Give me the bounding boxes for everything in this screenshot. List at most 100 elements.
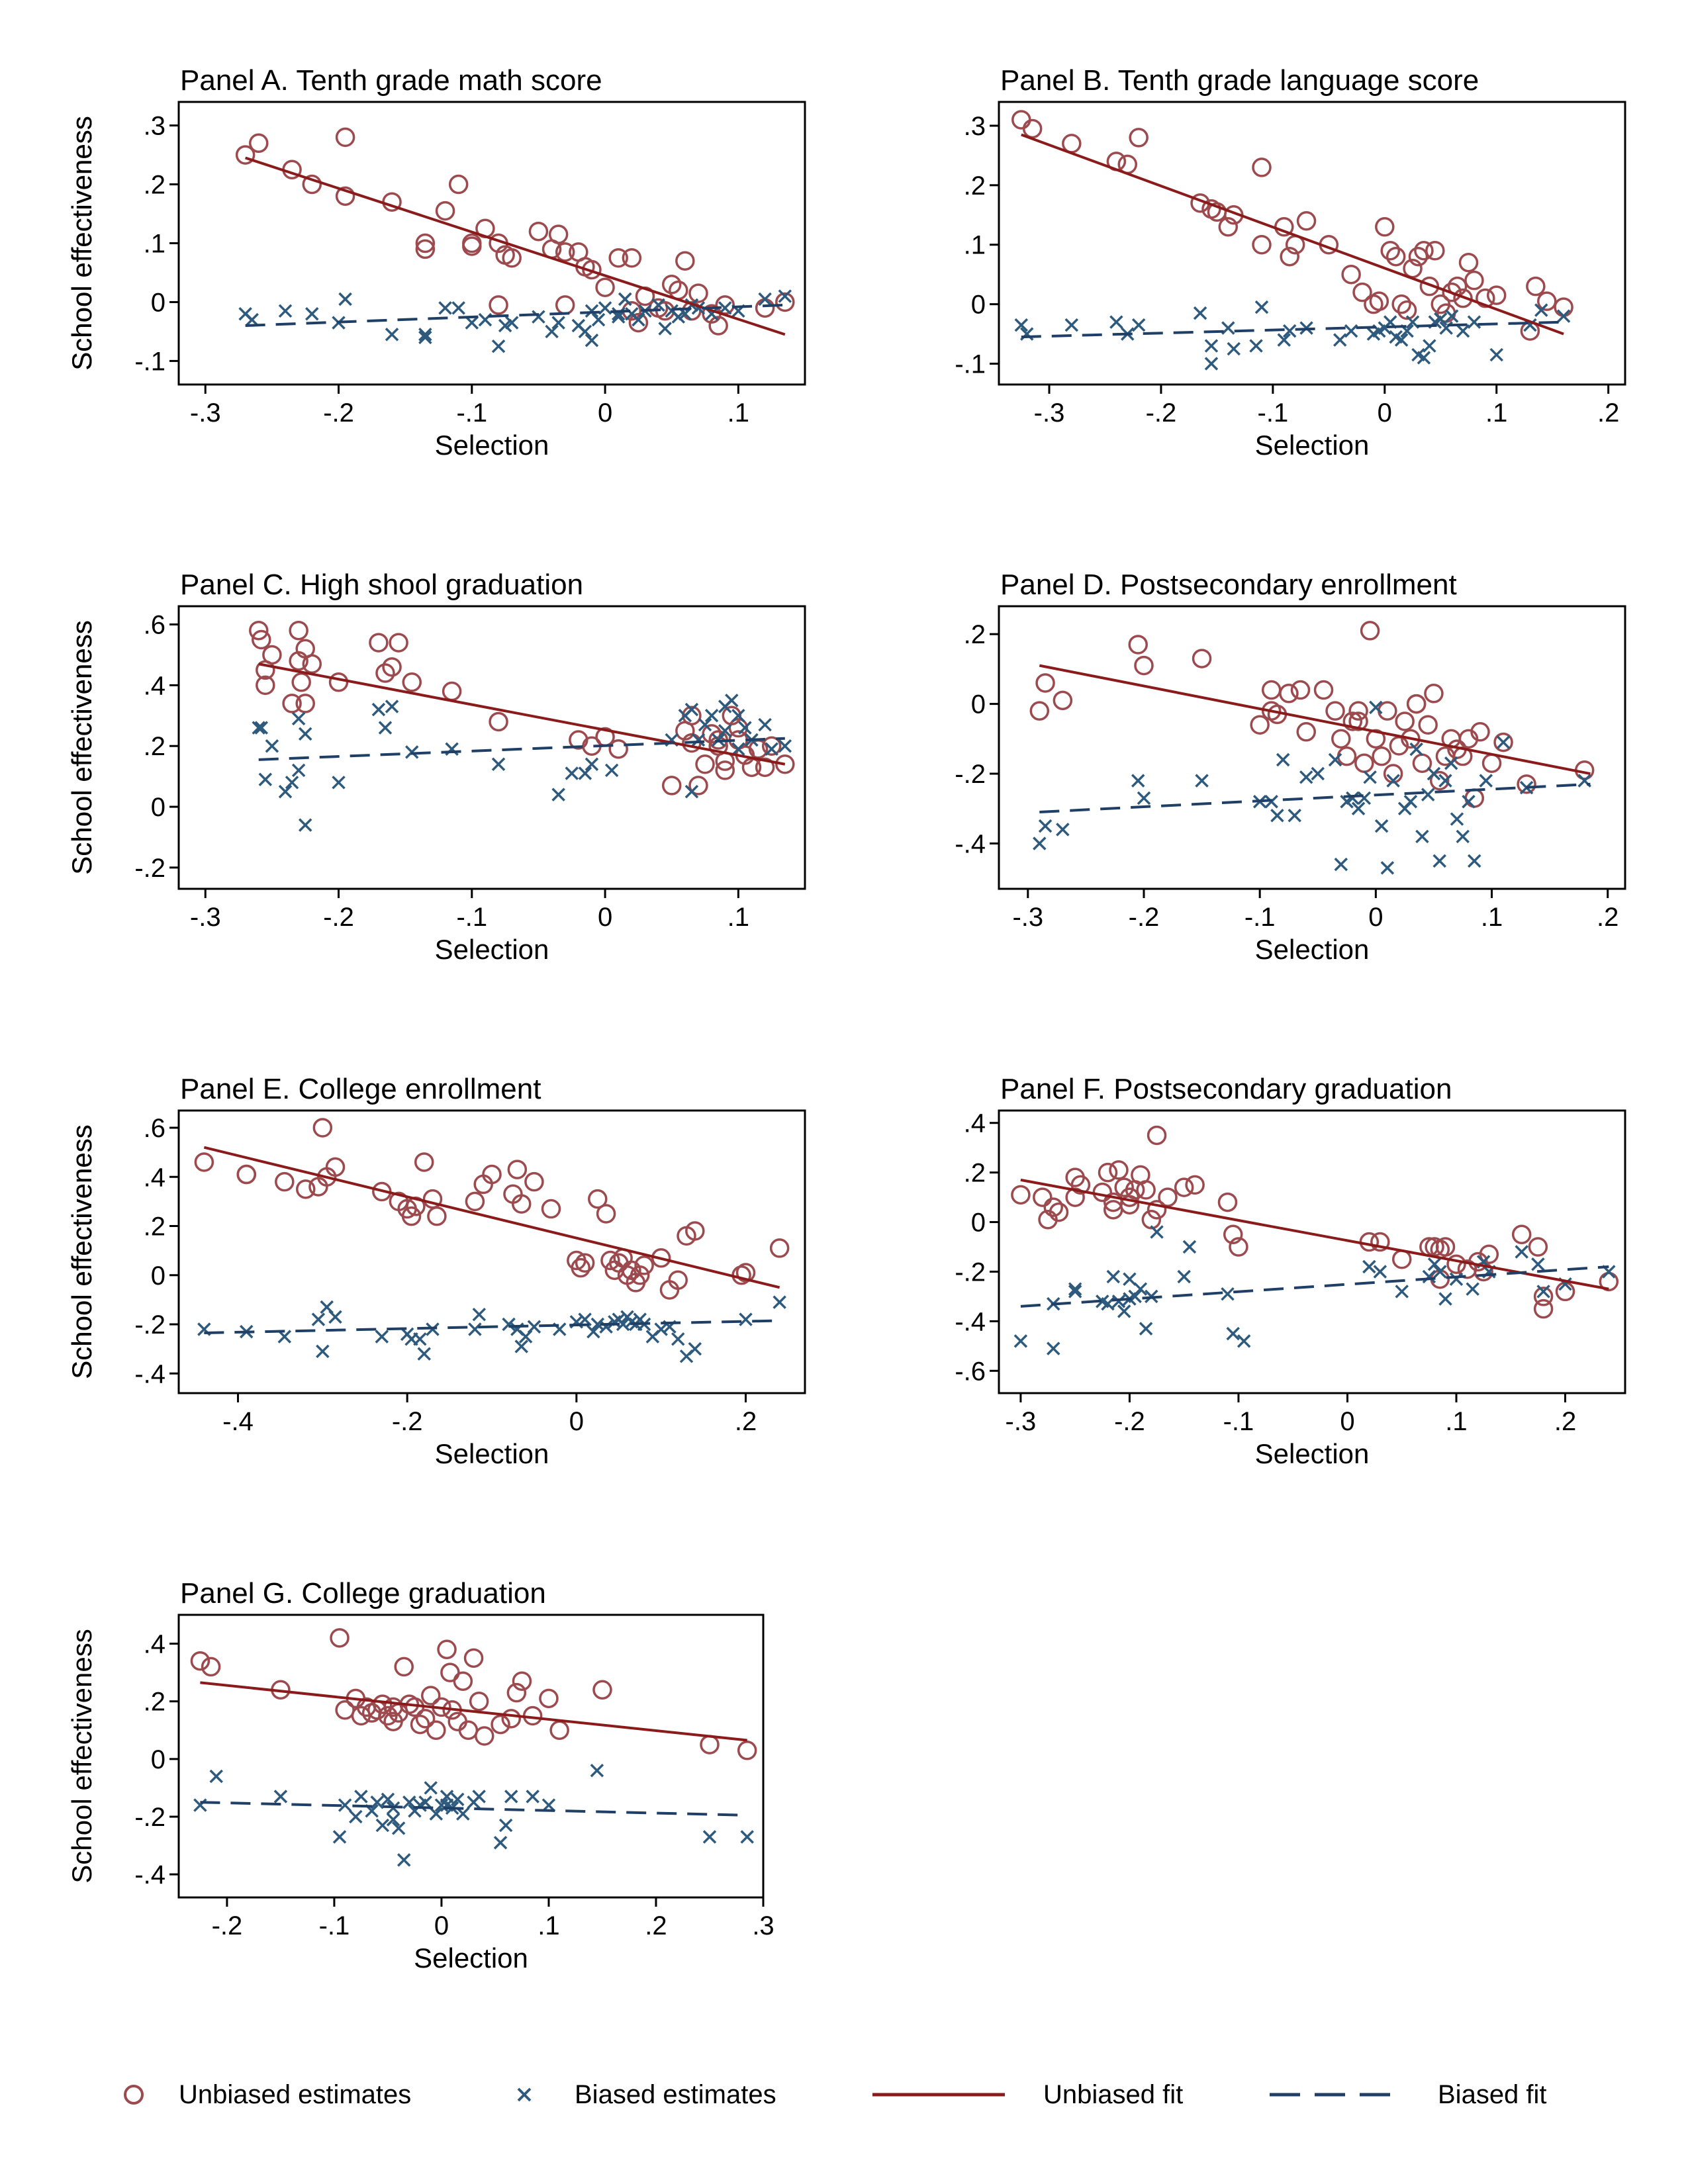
y-axis-label: School effectiveness — [66, 1124, 97, 1379]
unbiased-point — [700, 1735, 720, 1754]
y-tick-label: -.1 — [955, 350, 986, 379]
biased-point — [332, 776, 346, 790]
unbiased-point — [651, 1248, 671, 1268]
biased-point-stroke — [578, 324, 592, 339]
biased-point-stroke — [1195, 774, 1209, 788]
unbiased-point — [1493, 732, 1513, 752]
panel-title: Panel A. Tenth grade math score — [180, 64, 602, 97]
biased-point — [1531, 1257, 1545, 1271]
biased-point-stroke — [526, 1790, 539, 1803]
biased-point-stroke — [688, 1342, 702, 1356]
unbiased-point — [415, 239, 436, 259]
biased-point-stroke — [472, 1790, 486, 1803]
biased-point-stroke — [375, 1330, 389, 1343]
biased-point — [1014, 318, 1029, 332]
biased-point — [1311, 766, 1325, 781]
biased-point — [456, 1807, 470, 1821]
biased-point-stroke — [1433, 1265, 1447, 1279]
unbiased-point — [1218, 217, 1239, 237]
biased-point — [1101, 1297, 1115, 1311]
y-tick-label: 0 — [971, 1208, 986, 1238]
x-tick-label: .2 — [1554, 1407, 1576, 1436]
unbiased-point — [312, 1118, 333, 1138]
unbiased-point — [600, 1250, 620, 1271]
biased-point — [585, 334, 599, 347]
x-axis-label: Selection — [1255, 934, 1370, 965]
biased-point — [1394, 333, 1409, 347]
unbiased-point — [1065, 1187, 1085, 1207]
biased-point — [402, 1795, 416, 1809]
biased-point-stroke — [1237, 1334, 1251, 1348]
unbiased-point — [539, 1688, 559, 1709]
panel-2: Panel B. Tenth grade language score -.3 -.… — [66, 64, 1626, 461]
biased-point — [504, 1790, 518, 1803]
biased-point — [1515, 1245, 1528, 1259]
biased-point-stroke — [773, 1295, 786, 1309]
x-tick-label: -.3 — [1012, 903, 1043, 932]
biased-point — [338, 1798, 352, 1812]
biased-point — [1106, 1269, 1120, 1284]
biased-point-stroke — [498, 318, 512, 333]
biased-point-stroke — [1182, 1240, 1197, 1254]
biased-point-stroke — [591, 312, 606, 327]
x-tick-label: .1 — [1481, 903, 1503, 932]
biased-point-stroke — [1523, 318, 1537, 332]
x-tick-label: -.2 — [392, 1407, 423, 1436]
biased-point — [1237, 1334, 1251, 1348]
biased-point-stroke — [1467, 315, 1481, 329]
biased-point — [778, 739, 792, 753]
biased-point — [616, 1317, 630, 1332]
biased-point — [1131, 318, 1146, 332]
biased-point-stroke — [402, 1795, 416, 1809]
y-tick-label: -.2 — [134, 854, 165, 883]
y-tick-label: -.4 — [134, 1359, 165, 1388]
biased-point-stroke — [571, 318, 586, 333]
y-tick-label: 0 — [151, 1261, 165, 1291]
biased-point — [1468, 854, 1481, 868]
x-tick-label: -.3 — [190, 398, 221, 428]
biased-point-stroke — [354, 1790, 368, 1803]
biased-point — [704, 709, 719, 723]
biased-point-stroke — [332, 1830, 347, 1844]
biased-point-stroke — [1227, 341, 1241, 356]
panel-title: Panel E. College enrollment — [180, 1073, 541, 1105]
biased-point-stroke — [1462, 794, 1476, 809]
unbiased-point — [630, 1265, 650, 1285]
y-tick-label: .4 — [144, 671, 165, 700]
biased-point-stroke — [273, 1790, 288, 1803]
unbiased-point — [1280, 246, 1299, 267]
biased-point-stroke — [429, 1807, 444, 1821]
biased-point-stroke — [385, 328, 399, 341]
panel-7: Panel G. College graduation -.2 -.1 0 .1 .2 .3… — [66, 1577, 774, 1974]
biased-point — [1150, 1225, 1164, 1239]
unbiased-point — [501, 1709, 522, 1729]
biased-point-stroke — [1221, 1287, 1235, 1301]
unbiased-point — [1372, 746, 1391, 766]
biased-point-stroke — [778, 289, 792, 303]
biased-point-stroke — [320, 1300, 334, 1314]
y-axis-label: School effectiveness — [66, 1629, 97, 1883]
biased-point-stroke — [698, 717, 712, 732]
unbiased-point — [575, 1253, 595, 1273]
biased-point — [698, 717, 712, 732]
biased-point-stroke — [1288, 809, 1301, 823]
biased-point — [1182, 1240, 1197, 1254]
biased-point-stroke — [1602, 1265, 1616, 1279]
unbiased-point — [1223, 1224, 1243, 1245]
unbiased-point — [1098, 1162, 1118, 1183]
biased-point — [611, 307, 626, 321]
unbiased-point — [1397, 300, 1417, 320]
biased-point — [590, 1317, 605, 1332]
biased-point-stroke — [1577, 774, 1591, 788]
unbiased-point — [528, 221, 549, 242]
biased-point-stroke — [349, 1809, 363, 1824]
biased-point — [1249, 339, 1263, 353]
biased-point — [418, 328, 432, 341]
unbiased-point — [235, 145, 256, 165]
biased-point-stroke — [1270, 809, 1284, 823]
biased-point — [1277, 333, 1291, 347]
biased-point-stroke — [1123, 1272, 1137, 1286]
biased-point — [1038, 819, 1053, 833]
biased-point-stroke — [1346, 791, 1360, 805]
unbiased-point — [1296, 722, 1316, 742]
